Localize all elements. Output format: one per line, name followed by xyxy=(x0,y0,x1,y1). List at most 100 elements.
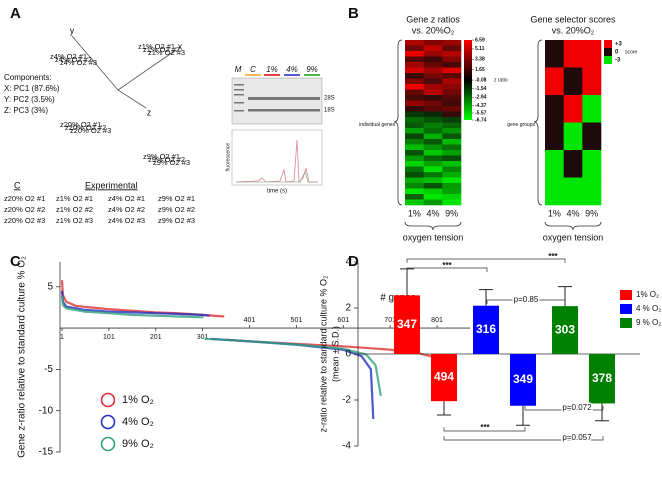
y-tick-label: -15 xyxy=(39,447,54,458)
colorbar-cell xyxy=(604,40,612,48)
y-tick-label: 2 xyxy=(345,303,351,314)
column-label: 9% xyxy=(585,208,598,218)
y-axis-label: (mean ± S.D.) xyxy=(330,326,340,382)
heatmap-cell xyxy=(442,56,462,63)
heatmap-cell xyxy=(405,139,424,145)
significance-label: p=0.057 xyxy=(562,433,592,442)
component: Z: PC3 (3%) xyxy=(4,106,48,115)
panel-label: C xyxy=(10,253,21,270)
heatmap-cell xyxy=(423,177,443,184)
column-label: 9% xyxy=(445,208,458,218)
heatmap-cell xyxy=(405,188,424,195)
heatmap-cell xyxy=(405,100,424,107)
heatmap-cell xyxy=(582,177,602,206)
bar xyxy=(510,354,536,406)
error-bar xyxy=(437,401,451,416)
heatmap-cell xyxy=(423,199,443,206)
inset-ylabel: fluorescence xyxy=(225,143,231,172)
legend-header: C xyxy=(14,180,21,190)
series-line xyxy=(60,295,382,396)
significance-label: *** xyxy=(480,423,490,432)
legend-entry: z1% O2 #3 xyxy=(56,216,93,225)
legend-marker xyxy=(100,392,116,408)
heatmap-cell xyxy=(405,84,424,90)
lane-label: M xyxy=(235,65,242,74)
bar-label: 378 xyxy=(592,371,612,385)
gel-bands xyxy=(234,84,320,112)
heatmap-cell xyxy=(442,117,462,123)
panel-label: A xyxy=(10,5,21,22)
heatmap-cell xyxy=(405,56,424,63)
braces xyxy=(393,39,602,231)
heatmap-cell xyxy=(405,122,424,129)
heatmap-cell xyxy=(442,40,462,46)
heatmap-cell xyxy=(405,51,424,57)
legend-swatch xyxy=(620,304,632,314)
sample-label: z1% O2 #1 xyxy=(138,42,175,51)
heatmap-cell xyxy=(405,166,424,173)
heatmap-cell xyxy=(423,117,443,123)
heatmap-cell xyxy=(423,161,443,167)
heatmap-cell xyxy=(423,84,443,90)
y-tick-label: -4 xyxy=(342,441,351,452)
row-label: individual genes xyxy=(359,122,395,128)
pca-axis xyxy=(117,89,147,109)
x-tick-label: 1 xyxy=(60,334,64,341)
heatmap-cell xyxy=(405,95,424,101)
significance-bracket xyxy=(443,427,526,432)
error-bar xyxy=(516,405,530,426)
heatmap-cell xyxy=(442,144,462,151)
heatmap-cell xyxy=(405,89,424,96)
significance-label: p=0.85 xyxy=(514,295,539,304)
x-tick-label: 401 xyxy=(244,317,256,324)
legend-label: 1% O₂ xyxy=(636,290,659,299)
band-label: 28S xyxy=(324,96,335,102)
heatmap-cell xyxy=(405,128,424,134)
x-tick-label: 101 xyxy=(103,334,115,341)
legend-label: 1% O₂ xyxy=(122,394,154,406)
error-bar xyxy=(400,268,414,296)
sample-label: z1% O2 #3 xyxy=(148,48,185,57)
heatmap-cell xyxy=(423,40,443,46)
heatmap-cell xyxy=(442,51,462,57)
heatmap-cell xyxy=(442,133,462,140)
heatmap-cell xyxy=(405,150,424,156)
column-label: 1% xyxy=(548,208,561,218)
components-title: Components: xyxy=(4,73,52,82)
x-tick-label: 701 xyxy=(384,317,396,324)
bar-label: 316 xyxy=(476,322,496,336)
colorbar-tick-label: -4.37 xyxy=(475,103,487,109)
legend-entry: z4% O2 #3 xyxy=(108,216,145,225)
heatmap-cell xyxy=(442,62,462,68)
heatmap-cell xyxy=(405,78,424,85)
heatmap-cell xyxy=(442,155,462,162)
colorbar-tick-label: 0 xyxy=(615,50,619,56)
heatmap-cell xyxy=(423,183,443,189)
component: X: PC1 (87.6%) xyxy=(4,84,60,93)
error-bar xyxy=(595,403,609,422)
colorbar-tick-label: 3.38 xyxy=(475,57,485,63)
colorbar-tick-label: 5.11 xyxy=(475,46,485,52)
heatmap-cell xyxy=(423,111,443,118)
sample-label: z20% O2 #2 xyxy=(65,123,106,132)
lane-label: 1% xyxy=(266,65,278,74)
heatmap-cell xyxy=(582,150,602,178)
heatmap-cell xyxy=(423,166,443,173)
colorbar-label: z ratio xyxy=(494,77,508,83)
heatmap-cell xyxy=(442,150,462,156)
lane-label: C xyxy=(250,65,256,74)
legend-entry: z9% O2 #3 xyxy=(158,216,195,225)
y-tick-label: -10 xyxy=(39,405,54,416)
significance-bracket xyxy=(443,436,604,441)
legend-entry: z20% O2 #1 xyxy=(4,194,45,203)
pca-axis-label: x xyxy=(178,41,183,51)
heatmap-cell xyxy=(405,117,424,123)
colorbar-tick-label: -6.74 xyxy=(475,117,487,123)
bar-label: 347 xyxy=(397,317,417,331)
colorbar-label: score xyxy=(625,49,637,55)
legend-entry: z1% O2 #2 xyxy=(56,205,93,214)
bar xyxy=(431,354,457,402)
heatmap-cell xyxy=(405,45,424,52)
legend-marker xyxy=(100,414,116,430)
lane-label: 9% xyxy=(306,65,318,74)
